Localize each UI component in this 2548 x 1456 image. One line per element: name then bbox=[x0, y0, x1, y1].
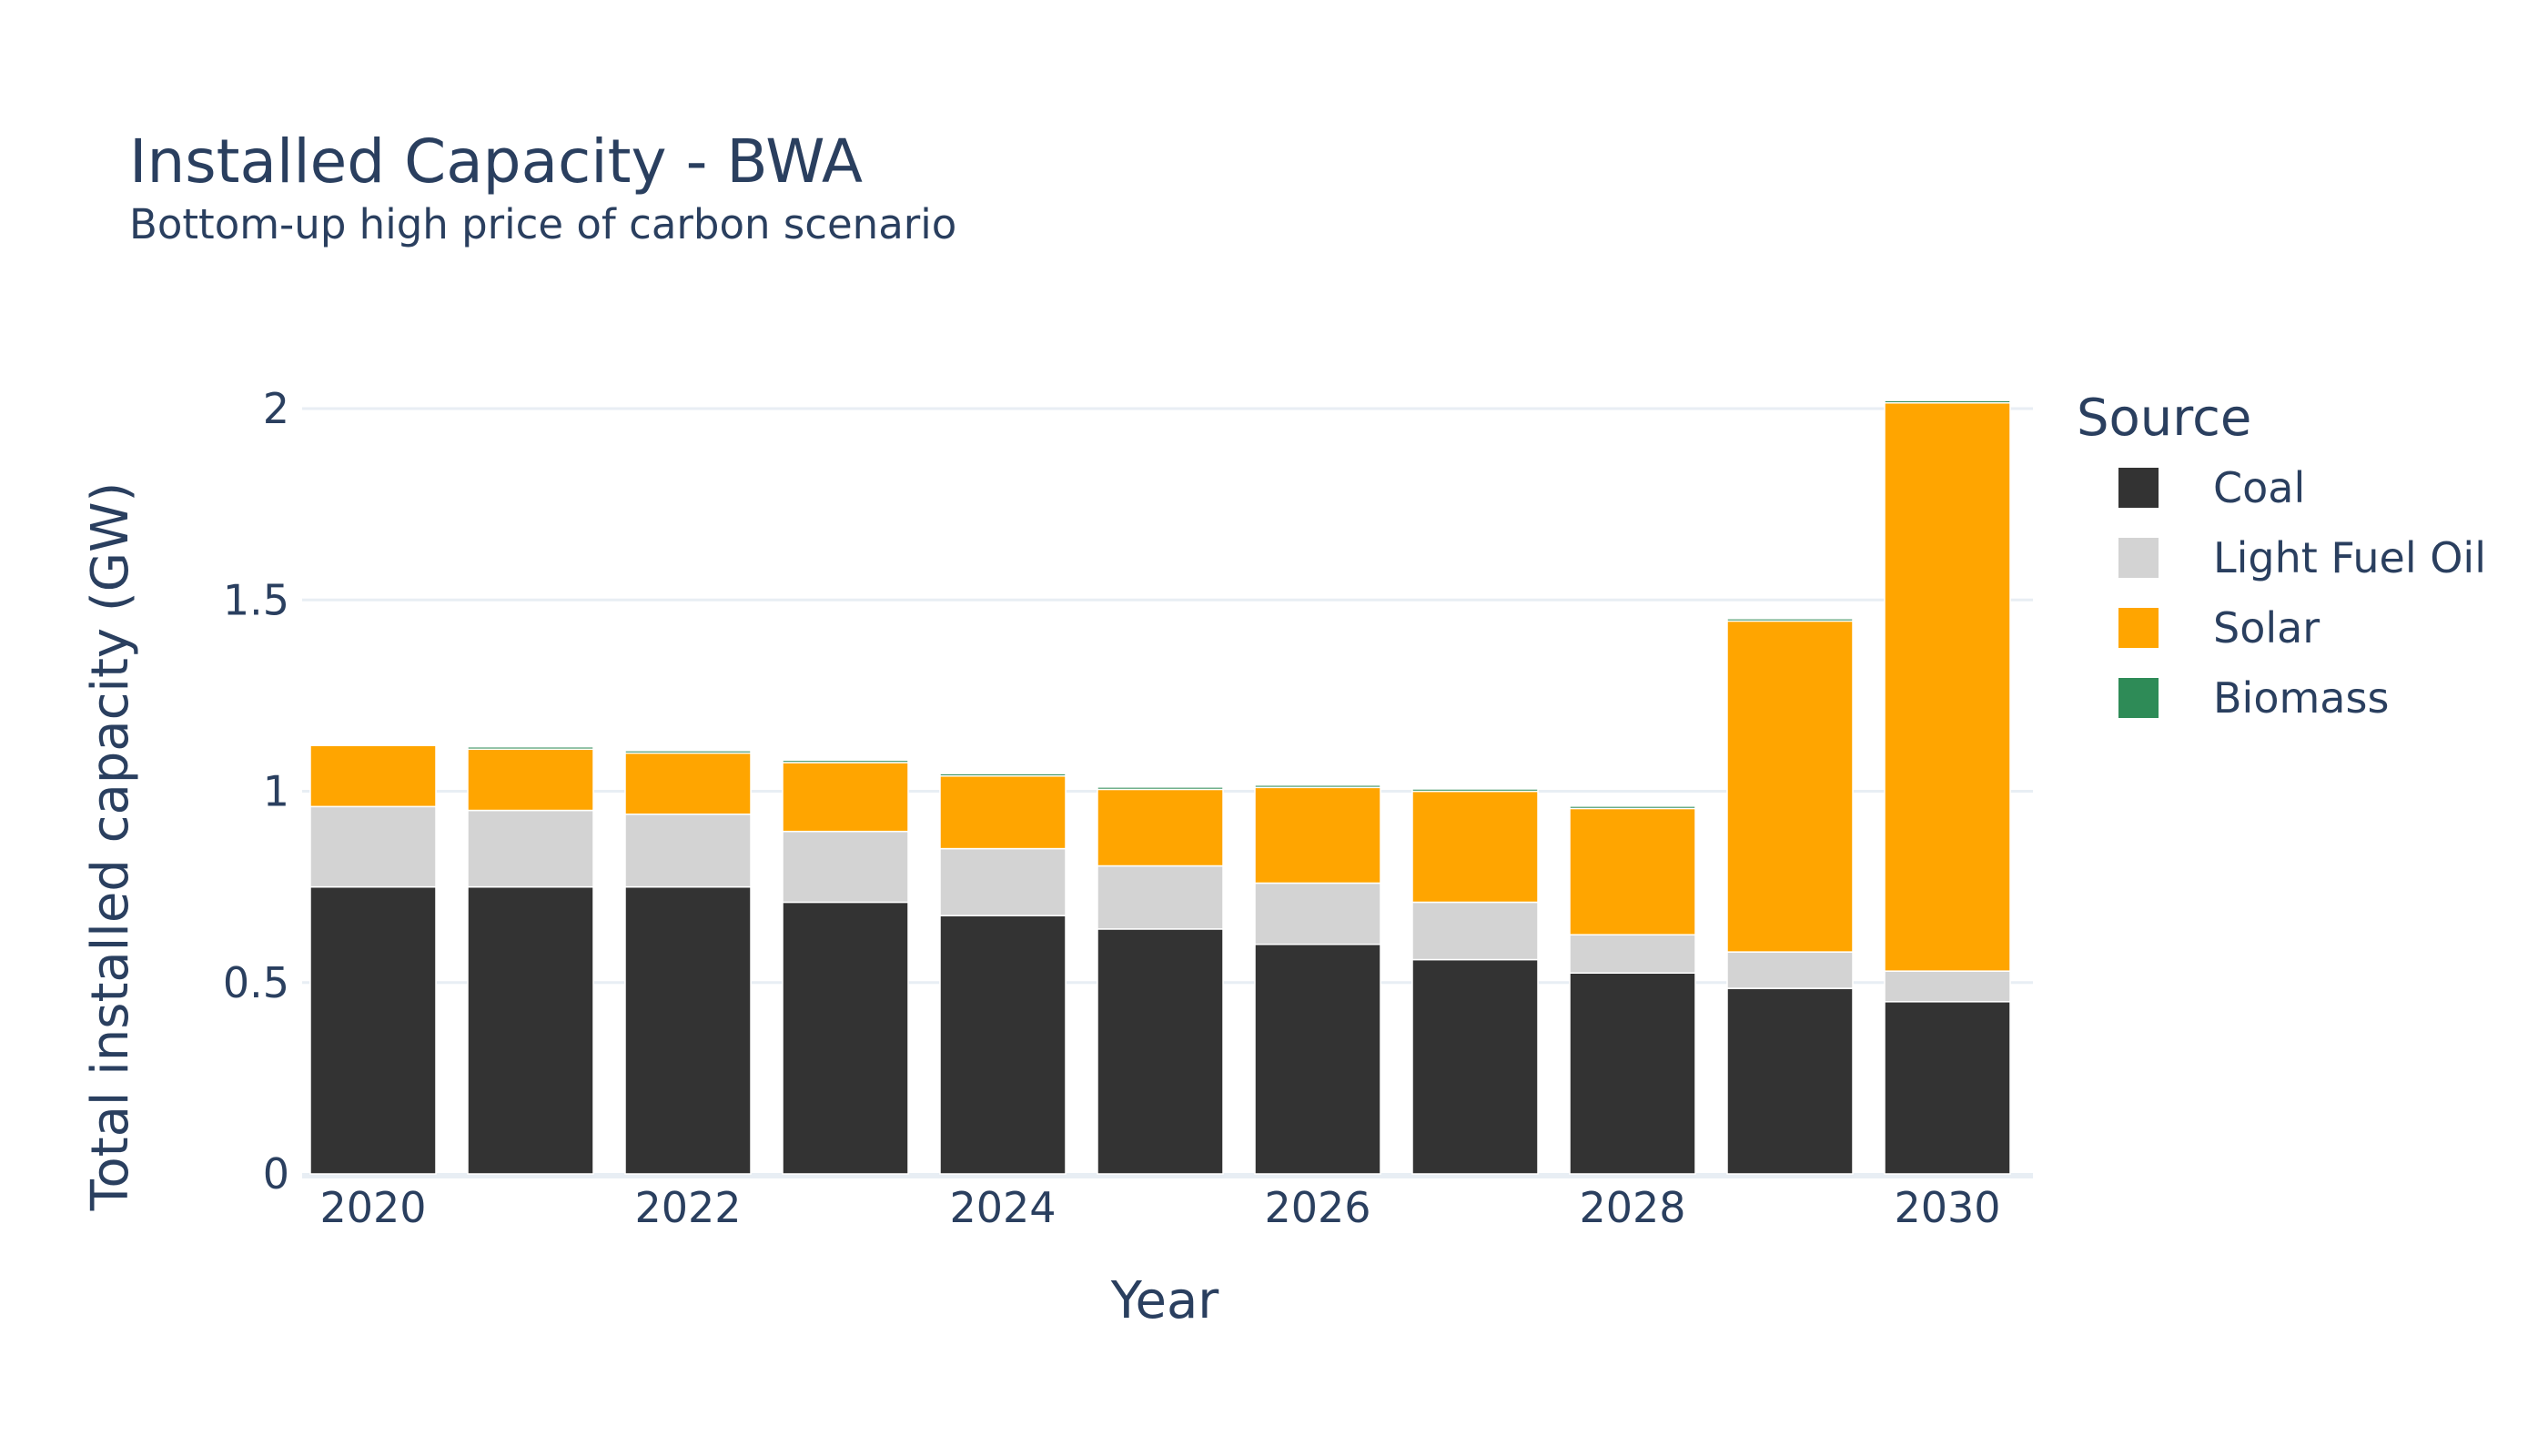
y-tick-label: 2 bbox=[263, 384, 289, 433]
bar-segment-solar bbox=[1884, 401, 2011, 972]
bar-segment-coal bbox=[624, 885, 752, 1175]
bar-segment-biomass bbox=[1569, 805, 1696, 810]
bar-segment-solar bbox=[1726, 620, 1854, 953]
legend: Source Coal Light Fuel Oil Solar Biomass bbox=[2077, 389, 2486, 723]
bar-segment-coal bbox=[1884, 1001, 2011, 1175]
x-axis-title: Year bbox=[1110, 1271, 1220, 1330]
bar-segment-coal bbox=[467, 885, 594, 1175]
legend-swatch bbox=[2118, 538, 2159, 578]
x-tick-label: 2026 bbox=[1264, 1183, 1370, 1232]
bar-segment-coal bbox=[1254, 943, 1381, 1175]
bar-segment-light-fuel-oil bbox=[782, 830, 909, 904]
bar-segment-solar bbox=[467, 748, 594, 812]
bar-segment-solar bbox=[309, 744, 437, 808]
bar-segment-light-fuel-oil bbox=[1726, 951, 1854, 989]
bar-segment-coal bbox=[782, 901, 909, 1175]
bar-segment-solar bbox=[1097, 788, 1224, 867]
y-axis-ticks: 0 0.5 1 1.5 2 bbox=[223, 384, 289, 1198]
bar-segment-solar bbox=[1254, 786, 1381, 885]
legend-item-label: Solar bbox=[2213, 603, 2320, 652]
x-tick-label: 2020 bbox=[319, 1183, 426, 1232]
bar-segment-biomass bbox=[1411, 788, 1539, 793]
x-axis-ticks: 2020 2022 2024 2026 2028 2030 bbox=[319, 1183, 2000, 1232]
bars bbox=[309, 399, 2011, 1175]
bar-segment-biomass bbox=[467, 745, 594, 751]
bar-segment-coal bbox=[1411, 958, 1539, 1175]
y-tick-label: 1.5 bbox=[223, 575, 289, 624]
bar-segment-light-fuel-oil bbox=[939, 847, 1067, 916]
chart-title: Installed Capacity - BWA bbox=[129, 126, 863, 197]
bar-segment-solar bbox=[1569, 807, 1696, 935]
x-tick-label: 2024 bbox=[949, 1183, 1056, 1232]
bar-segment-light-fuel-oil bbox=[1884, 970, 2011, 1003]
bar-segment-solar bbox=[1411, 790, 1539, 904]
bar-segment-light-fuel-oil bbox=[1411, 901, 1539, 961]
x-tick-label: 2022 bbox=[634, 1183, 741, 1232]
bar-segment-light-fuel-oil bbox=[1254, 882, 1381, 945]
bar-segment-solar bbox=[782, 762, 909, 833]
bar-segment-coal bbox=[309, 885, 437, 1175]
bar-segment-solar bbox=[624, 752, 752, 815]
bar-segment-biomass bbox=[782, 759, 909, 763]
bar-segment-light-fuel-oil bbox=[1569, 934, 1696, 975]
y-tick-label: 0 bbox=[263, 1149, 289, 1198]
bar-segment-biomass bbox=[1254, 784, 1381, 789]
bar-segment-light-fuel-oil bbox=[1097, 864, 1224, 930]
legend-title: Source bbox=[2077, 389, 2251, 448]
bar-segment-biomass bbox=[939, 773, 1067, 777]
bar-segment-biomass bbox=[624, 750, 752, 754]
y-tick-label: 0.5 bbox=[223, 958, 289, 1007]
bar-segment-biomass bbox=[309, 743, 437, 746]
bar-segment-light-fuel-oil bbox=[467, 809, 594, 888]
y-axis-title: Total installed capacity (GW) bbox=[81, 482, 140, 1212]
bar-segment-coal bbox=[939, 915, 1067, 1175]
legend-item-label: Light Fuel Oil bbox=[2213, 533, 2486, 582]
bar-segment-biomass bbox=[1726, 618, 1854, 622]
legend-swatch bbox=[2118, 608, 2159, 648]
y-tick-label: 1 bbox=[263, 767, 289, 816]
bar-segment-coal bbox=[1569, 972, 1696, 1175]
bar-segment-light-fuel-oil bbox=[309, 805, 437, 888]
x-tick-label: 2028 bbox=[1579, 1183, 1685, 1232]
x-tick-label: 2030 bbox=[1894, 1183, 2000, 1232]
bar-segment-light-fuel-oil bbox=[624, 814, 752, 888]
bar-segment-biomass bbox=[1097, 786, 1224, 791]
bar-segment-biomass bbox=[1884, 399, 2011, 404]
legend-swatch bbox=[2118, 468, 2159, 508]
legend-item-label: Coal bbox=[2213, 463, 2305, 512]
bar-segment-coal bbox=[1097, 928, 1224, 1175]
legend-item-label: Biomass bbox=[2213, 673, 2389, 723]
bar-segment-coal bbox=[1726, 987, 1854, 1175]
bar-segment-solar bbox=[939, 774, 1067, 850]
chart-subtitle: Bottom-up high price of carbon scenario bbox=[129, 200, 956, 248]
legend-swatch bbox=[2118, 678, 2159, 718]
